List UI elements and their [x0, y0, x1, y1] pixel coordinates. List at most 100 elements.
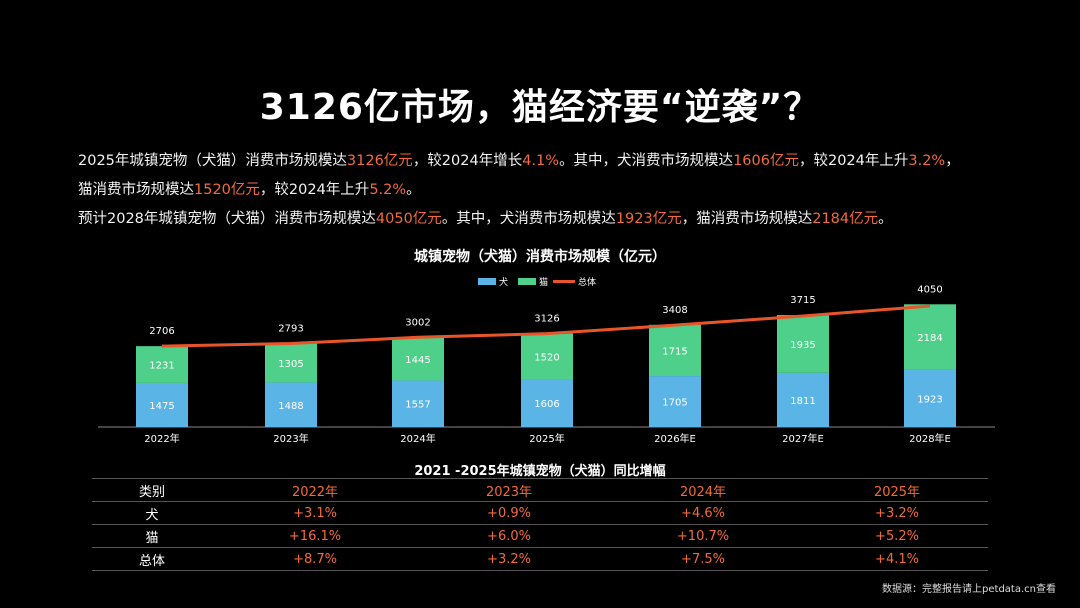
bar-dog	[136, 382, 188, 427]
text-segment: 2025年城镇宠物（犬猫）消费市场规模达	[78, 153, 347, 169]
legend-label: 总体	[578, 276, 596, 288]
table-title: 2021 -2025年城镇宠物（犬猫）同比增幅	[414, 464, 666, 479]
text-segment: 。其中，犬消费市场规模达	[441, 211, 616, 227]
data-label: 1475	[149, 401, 174, 412]
bar-cat	[392, 337, 444, 381]
paragraph: 预计2028年城镇宠物（犬猫）消费市场规模达4050亿元。其中，犬消费市场规模达…	[78, 205, 1038, 234]
text-segment: 。其中，犬消费市场规模达	[559, 153, 734, 169]
highlight-value: 5.2%	[369, 182, 407, 198]
text-segment: 预计2028年城镇宠物（犬猫）消费市场规模达	[78, 211, 376, 227]
table-cell: 类别	[92, 478, 212, 502]
total-label: 3002	[405, 317, 430, 328]
text-segment: ，猫消费市场规模达	[681, 211, 813, 227]
highlight-value: 1606亿元	[733, 153, 799, 169]
table-cell: +3.2%	[806, 501, 988, 525]
x-tick-label: 2028年E	[909, 432, 951, 445]
bar-dog	[649, 376, 701, 427]
table-cell: 猫	[92, 524, 212, 548]
table-cell: +5.2%	[806, 524, 988, 548]
total-label: 2793	[278, 324, 303, 335]
total-label: 2706	[149, 326, 174, 337]
data-label: 1811	[790, 396, 815, 407]
x-tick-label: 2026年E	[654, 432, 696, 445]
bar-dog	[392, 380, 444, 427]
table-cell: +4.6%	[599, 501, 807, 525]
source-note: 数据源：完整报告请上petdata.cn查看	[882, 584, 1056, 595]
bar-cat	[904, 304, 956, 370]
data-label: 1606	[534, 399, 559, 410]
table-cell: 2022年	[212, 478, 419, 502]
text-segment: ，较2024年上升	[259, 182, 370, 198]
data-label: 1715	[662, 346, 687, 357]
growth-table: 类别 2022年 2023年 2024年 2025年犬 +3.1% +0.9% +4.6% +3…	[92, 478, 988, 571]
legend-label: 犬	[499, 276, 508, 288]
legend-swatch	[553, 280, 575, 283]
x-tick-label: 2023年	[273, 432, 308, 445]
table-cell: 2023年	[418, 478, 600, 502]
total-label: 3408	[662, 305, 687, 316]
table-cell: +6.0%	[418, 524, 600, 548]
data-label: 1445	[405, 355, 430, 366]
bar-dog	[521, 379, 573, 427]
table-row: 猫 +16.1% +6.0% +10.7% +5.2%	[92, 524, 988, 548]
table-row: 类别 2022年 2023年 2024年 2025年	[92, 478, 988, 502]
data-label: 1935	[790, 340, 815, 351]
highlight-value: 4050亿元	[375, 211, 442, 227]
highlight-value: 2184亿元	[812, 211, 879, 227]
data-label: 1305	[278, 359, 303, 370]
page-title: 3126亿市场，猫经济要“逆袭”？	[259, 87, 821, 128]
bar-dog	[265, 382, 317, 427]
chart-title: 城镇宠物（犬猫）消费市场规模（亿元）	[414, 249, 666, 265]
table-cell: +4.1%	[806, 547, 988, 571]
table-cell: +0.9%	[418, 501, 600, 525]
total-line	[161, 304, 931, 348]
total-label: 3715	[790, 295, 815, 306]
stacked-bar-chart: 犬 猫 总体 1475 1231 2706 2022年 1488 1305 2793 2023年 15…	[98, 276, 995, 445]
x-tick-label: 2022年	[144, 432, 179, 445]
bar-cat	[136, 346, 188, 383]
bar-dog	[777, 372, 829, 427]
table-row: 总体 +8.7% +3.2% +7.5% +4.1%	[92, 547, 988, 571]
text-segment: ，较2024年增长	[412, 153, 523, 169]
bar-dog	[904, 369, 956, 427]
x-tick-label: 2024年	[400, 432, 435, 445]
data-label: 1520	[534, 352, 559, 363]
table-cell: +7.5%	[599, 547, 807, 571]
text-segment: 。	[406, 182, 421, 198]
legend-swatch	[518, 278, 536, 285]
text-segment: ，	[945, 153, 960, 169]
bar-cat	[521, 333, 573, 380]
table-cell: +10.7%	[599, 524, 807, 548]
table-cell: 2024年	[599, 478, 807, 502]
table-cell: 2025年	[806, 478, 988, 502]
highlight-value: 3.2%	[908, 153, 946, 169]
highlight-value: 3126亿元	[346, 153, 413, 169]
table-cell: +16.1%	[212, 524, 419, 548]
x-tick-label: 2025年	[529, 432, 564, 445]
data-label: 1231	[149, 361, 174, 372]
highlight-value: 1520亿元	[194, 182, 260, 198]
table-cell: +3.1%	[212, 501, 419, 525]
bar-cat	[777, 315, 829, 373]
text-segment: 猫消费市场规模达	[78, 182, 194, 198]
data-label: 2184	[917, 333, 942, 344]
table-cell: 总体	[92, 547, 212, 571]
total-label: 4050	[917, 284, 942, 295]
highlight-value: 4.1%	[522, 153, 560, 169]
data-label: 1488	[278, 401, 303, 412]
data-label: 1557	[405, 400, 430, 411]
data-label: 1923	[917, 394, 942, 405]
bar-cat	[265, 343, 317, 383]
data-label: 1705	[662, 398, 687, 409]
text-segment: ，较2024年上升	[798, 153, 909, 169]
paragraph: 2025年城镇宠物（犬猫）消费市场规模达3126亿元，较2024年增长4.1%。…	[78, 147, 1038, 176]
table-cell: +8.7%	[212, 547, 419, 571]
paragraph: 猫消费市场规模达1520亿元，较2024年上升5.2%。	[78, 176, 1038, 205]
legend-swatch	[478, 278, 496, 285]
x-tick-label: 2027年E	[782, 432, 824, 445]
highlight-value: 1923亿元	[615, 211, 682, 227]
bar-cat	[649, 324, 701, 377]
table-row: 犬 +3.1% +0.9% +4.6% +3.2%	[92, 501, 988, 525]
table-cell: 犬	[92, 501, 212, 525]
table-cell: +3.2%	[418, 547, 600, 571]
